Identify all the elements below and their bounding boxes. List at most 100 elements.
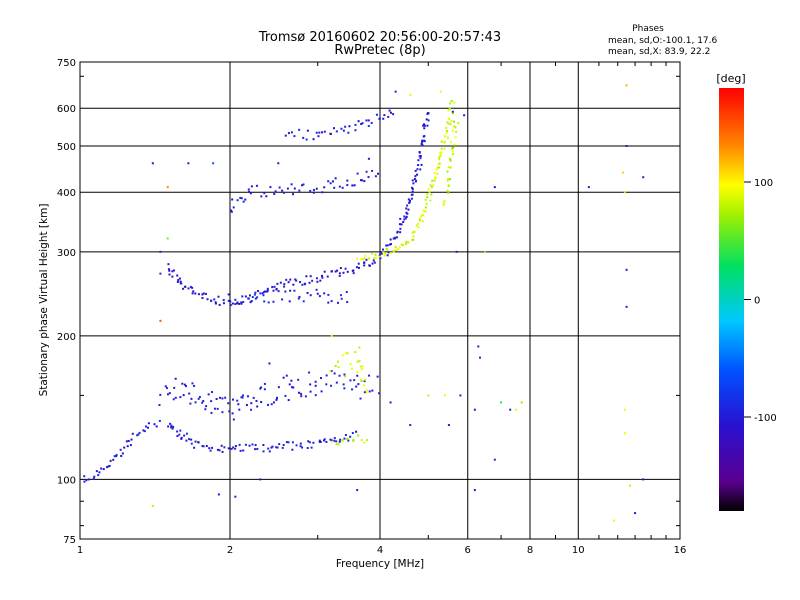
data-point [329,132,332,135]
data-point [257,290,260,293]
data-point [361,365,364,368]
data-point [386,248,389,251]
data-point [265,195,268,198]
data-point [515,408,518,411]
data-point [343,373,346,376]
data-point [401,244,404,247]
data-point [259,387,262,390]
data-point [85,479,88,482]
data-point [164,385,167,388]
data-point [443,394,446,397]
y-tick-label: 750 [57,58,76,69]
data-point [405,207,408,210]
data-point [417,226,420,229]
data-point [344,375,347,378]
data-point [360,258,363,261]
data-point [363,256,366,259]
data-point [330,334,333,337]
data-point [366,439,369,442]
data-point [279,281,282,284]
data-point [290,183,293,186]
data-point [346,270,349,273]
data-point [417,164,420,167]
data-point [371,252,374,255]
data-point [301,446,304,449]
axis-ticks: 1 2 4 6 8 10 16 75 100 200 300 400 500 600 750 [57,58,686,556]
data-point [418,151,421,154]
data-point [83,475,86,478]
data-point [447,109,450,112]
data-point [190,442,193,445]
data-point [500,401,503,404]
data-point [424,206,427,209]
data-point [231,302,234,305]
data-point [268,362,271,365]
y-tick-label: 500 [57,142,76,153]
data-point [245,404,248,407]
data-point [344,434,347,437]
data-point [197,397,200,400]
data-point [308,281,311,284]
data-point [239,196,242,199]
data-point [130,438,133,441]
data-point [365,170,368,173]
data-point [234,495,237,498]
data-point [302,300,305,303]
data-point [221,450,224,453]
data-point [153,423,156,426]
data-point [355,385,358,388]
data-point [406,212,409,215]
data-point [399,227,402,230]
data-point [346,437,349,440]
data-point [447,136,450,139]
data-point [416,168,419,171]
data-point [227,402,230,405]
data-point [330,270,333,273]
data-point [281,189,284,192]
data-point [289,289,292,292]
data-point [298,128,301,131]
data-point [383,114,386,117]
data-point [267,403,270,406]
data-point [242,394,245,397]
data-point [166,237,169,240]
data-point [418,219,421,222]
data-point [309,189,312,192]
data-point [119,448,122,451]
data-point [358,360,361,363]
data-point [171,427,174,430]
data-point [433,179,436,182]
data-point [449,166,452,169]
data-point [453,125,456,128]
data-point [352,272,355,275]
data-point [363,264,366,267]
data-point [240,197,243,200]
data-point [418,155,421,158]
data-point [385,247,388,250]
data-point [389,238,392,241]
data-point [477,345,480,348]
data-point [88,478,91,481]
data-point [339,438,342,441]
data-point [357,262,360,265]
data-point [363,380,366,383]
data-point [333,127,336,130]
data-point [405,211,408,214]
data-point [185,385,188,388]
data-point [426,124,429,127]
data-point [193,446,196,449]
data-point [419,157,422,160]
data-point [463,114,466,117]
data-point [363,441,366,444]
data-point [214,301,217,304]
data-point [373,257,376,260]
data-point [305,138,308,141]
data-point [191,286,194,289]
data-point [250,300,253,303]
data-point [102,468,105,471]
data-point [314,384,317,387]
data-point [359,179,362,182]
data-point [378,255,381,258]
data-point [308,441,311,444]
data-point [213,298,216,301]
